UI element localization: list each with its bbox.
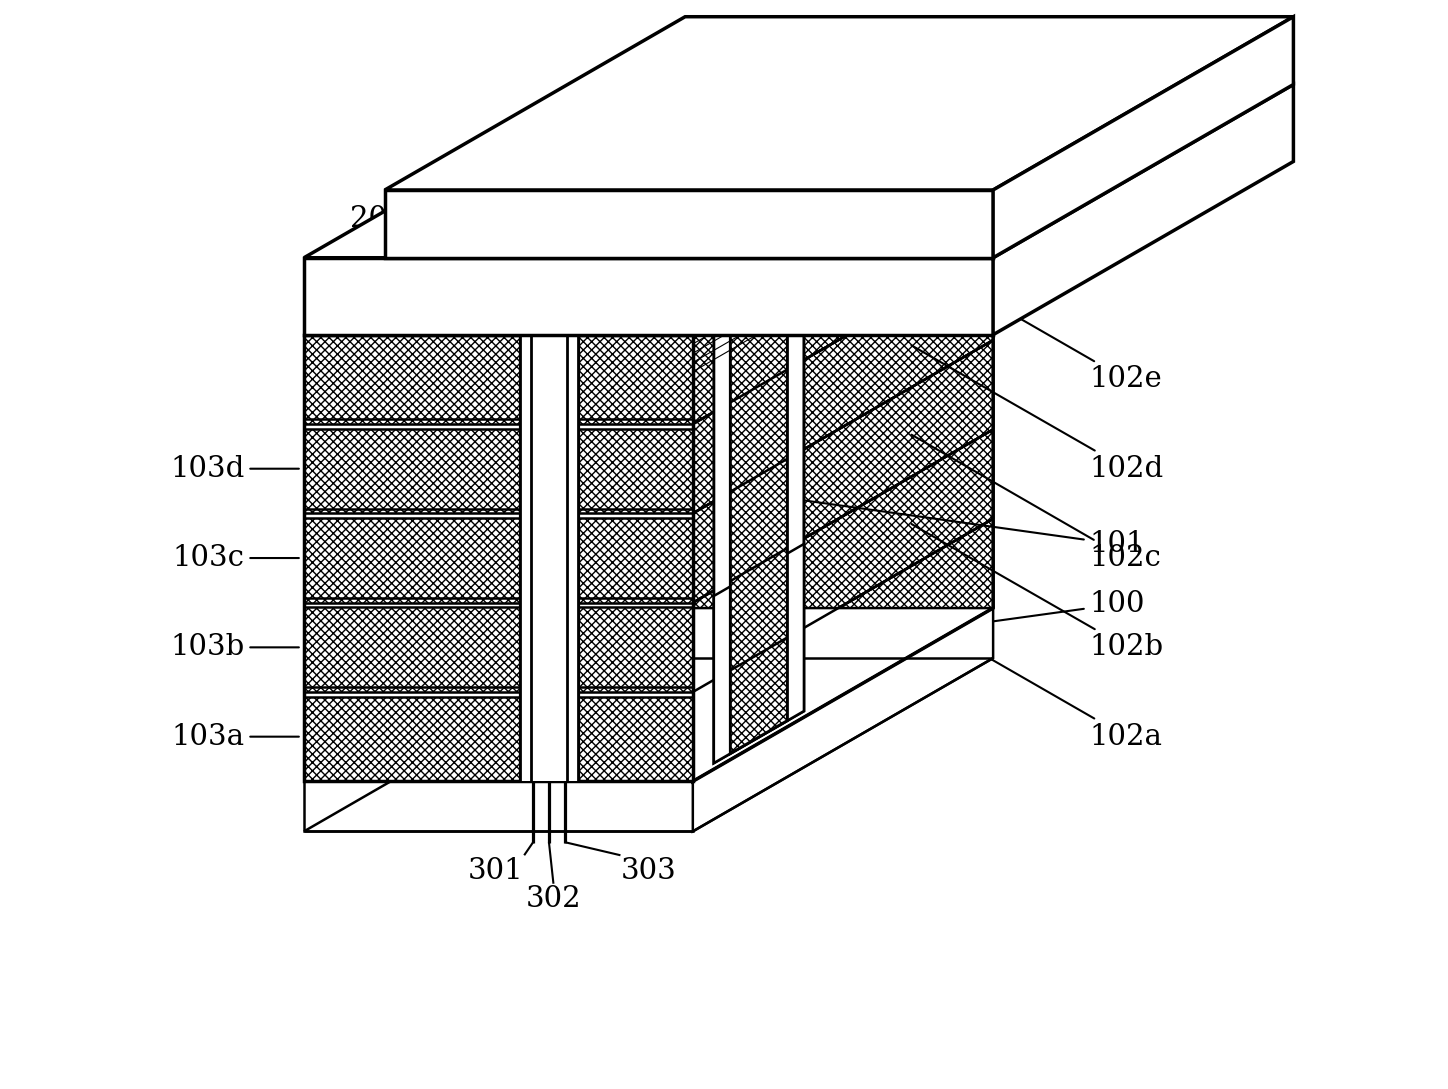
Text: 103a: 103a [171,723,298,750]
Polygon shape [692,335,993,518]
Polygon shape [568,334,578,781]
Polygon shape [304,419,692,429]
Polygon shape [385,189,993,258]
Text: 101: 101 [798,500,1145,559]
Polygon shape [531,334,568,781]
Text: 302: 302 [526,885,581,914]
Text: 102b: 102b [911,524,1164,661]
Polygon shape [730,637,788,754]
Text: 103b: 103b [171,634,298,661]
Polygon shape [692,429,993,692]
Polygon shape [304,334,692,424]
Polygon shape [520,334,531,781]
Polygon shape [304,424,692,513]
Polygon shape [730,301,788,403]
Polygon shape [304,608,993,781]
Polygon shape [692,514,993,697]
Polygon shape [692,518,993,781]
Polygon shape [304,687,692,697]
Polygon shape [304,602,692,692]
Polygon shape [385,16,1293,189]
Text: 100: 100 [980,590,1145,623]
Polygon shape [730,458,788,582]
Text: 103d: 103d [171,455,298,482]
Text: 102d: 102d [911,345,1164,482]
Polygon shape [714,277,804,763]
Polygon shape [304,85,1293,258]
Polygon shape [692,340,993,602]
Polygon shape [304,781,692,831]
Polygon shape [692,250,993,513]
Text: 103c: 103c [172,544,298,572]
Text: 301: 301 [468,857,523,884]
Polygon shape [692,608,993,831]
Text: 102c: 102c [911,435,1161,572]
Text: 102a: 102a [911,613,1163,750]
Polygon shape [692,161,993,424]
Polygon shape [730,369,788,492]
Polygon shape [692,425,993,608]
Polygon shape [304,161,993,334]
Polygon shape [304,513,692,602]
Polygon shape [993,85,1293,334]
Polygon shape [730,548,788,671]
Text: 303: 303 [621,857,678,884]
Polygon shape [304,258,993,334]
Polygon shape [304,598,692,608]
Text: 201: 201 [345,205,405,271]
Polygon shape [304,692,692,781]
Polygon shape [993,16,1293,258]
Text: 102e: 102e [911,256,1163,393]
Polygon shape [714,544,804,763]
Polygon shape [304,509,692,518]
Polygon shape [692,246,993,429]
Text: 202: 202 [489,142,544,191]
